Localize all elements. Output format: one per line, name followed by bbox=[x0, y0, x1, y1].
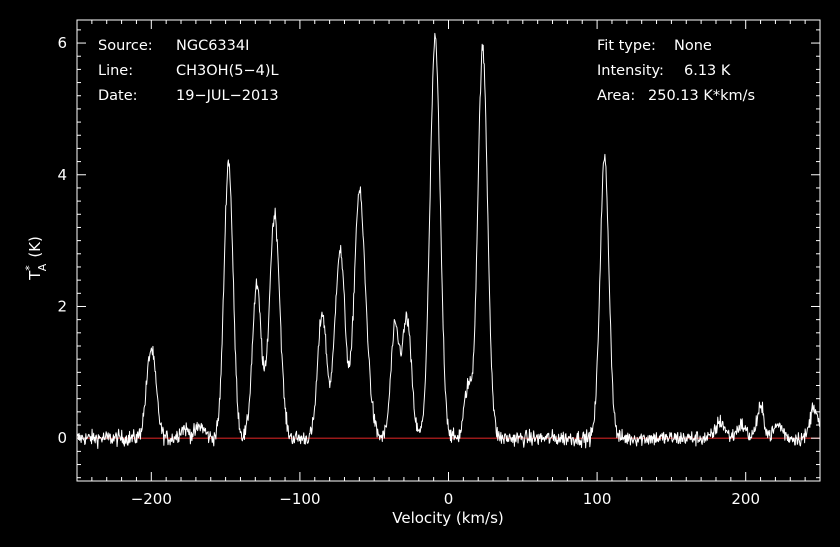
x-axis-ticks: −200 −100 0 100 200 bbox=[91, 20, 806, 508]
y-tick-label: 6 bbox=[57, 34, 67, 52]
y-axis-label-superscript: * bbox=[23, 265, 36, 271]
x-tick-label: −100 bbox=[279, 490, 320, 508]
y-axis-label-symbol: T bbox=[26, 270, 44, 281]
y-tick-label: 2 bbox=[57, 297, 67, 315]
spectrum-line bbox=[76, 32, 821, 449]
intensity-value: 6.13 K bbox=[684, 63, 731, 79]
y-axis-label: T*A (K) bbox=[23, 236, 49, 281]
date-value: 19−JUL−2013 bbox=[176, 88, 279, 104]
x-tick-label: −200 bbox=[131, 490, 172, 508]
source-key: Source: bbox=[98, 38, 153, 54]
line-value: CH3OH(5−4)L bbox=[176, 63, 279, 79]
y-tick-label: 4 bbox=[57, 166, 67, 184]
area-value: 250.13 K*km/s bbox=[648, 88, 755, 104]
x-tick-label: 200 bbox=[731, 490, 760, 508]
source-value: NGC6334I bbox=[176, 38, 249, 54]
x-tick-label: 0 bbox=[444, 490, 454, 508]
line-key: Line: bbox=[98, 63, 133, 79]
fit-type-value: None bbox=[674, 38, 712, 54]
x-tick-label: 100 bbox=[583, 490, 612, 508]
y-axis-label-unit: (K) bbox=[26, 236, 44, 258]
svg-text:T*A(K): T*A (K) bbox=[23, 236, 49, 281]
x-axis-label: Velocity (km/s) bbox=[392, 509, 503, 527]
y-axis-label-subscript: A bbox=[36, 263, 49, 271]
spectrum-series bbox=[76, 32, 821, 449]
fit-type-key: Fit type: bbox=[597, 38, 656, 54]
y-tick-label: 0 bbox=[57, 429, 67, 447]
date-key: Date: bbox=[98, 88, 138, 104]
area-key: Area: bbox=[597, 88, 635, 104]
y-axis-ticks: 0 2 4 6 bbox=[57, 29, 820, 479]
intensity-key: Intensity: bbox=[597, 63, 664, 79]
